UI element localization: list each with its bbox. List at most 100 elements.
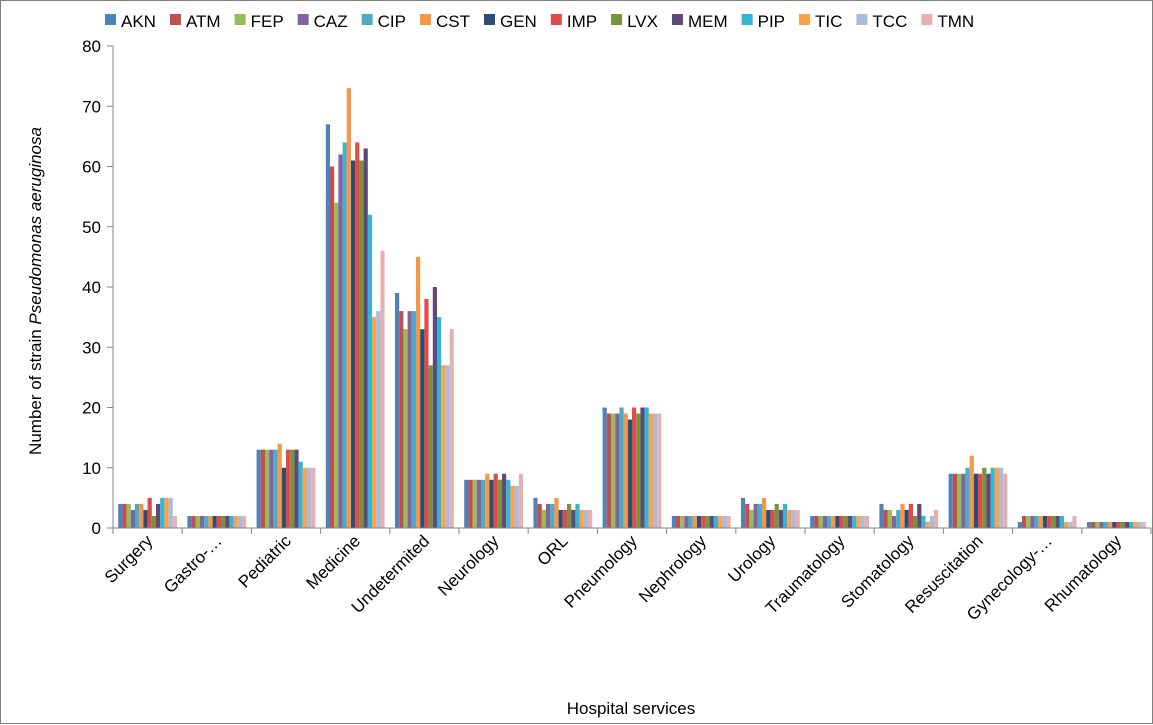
- y-tick-label: 40: [82, 278, 101, 297]
- bar-atm: [676, 515, 681, 528]
- bar-imp: [147, 497, 152, 529]
- bar-tmn: [795, 509, 800, 528]
- bar-pip: [298, 461, 303, 528]
- bar-tmn: [518, 473, 523, 528]
- bar-cip: [619, 407, 624, 528]
- bar-pip: [1129, 521, 1134, 528]
- bar-lvx: [843, 515, 848, 528]
- bar-gen: [351, 160, 356, 529]
- bar-tic: [856, 515, 861, 528]
- bar-pip: [506, 479, 511, 528]
- bar-gen: [1043, 515, 1048, 528]
- legend-label: LVX: [627, 12, 658, 31]
- bar-mem: [986, 473, 991, 528]
- bar-fep: [749, 509, 754, 528]
- bar-cst: [416, 256, 421, 529]
- bar-pip: [713, 515, 718, 528]
- bar-caz: [684, 515, 689, 528]
- legend-swatch: [484, 14, 495, 25]
- bar-atm: [468, 479, 473, 528]
- bar-atm: [745, 503, 750, 528]
- bar-pip: [852, 515, 857, 528]
- bar-mem: [1124, 521, 1129, 528]
- bar-cst: [208, 515, 213, 528]
- bar-tmn: [242, 515, 247, 528]
- x-category-label: Urology: [724, 531, 779, 586]
- bar-atm: [191, 515, 196, 528]
- bar-mem: [1055, 515, 1060, 528]
- bar-pip: [921, 515, 926, 528]
- bar-imp: [908, 503, 913, 528]
- bar-akn: [741, 497, 746, 529]
- legend-label: CAZ: [314, 12, 348, 31]
- bar-tic: [718, 515, 723, 528]
- x-category-label: Medicine: [302, 531, 364, 593]
- y-tick-label: 80: [82, 37, 101, 56]
- bar-caz: [200, 515, 205, 528]
- bar-akn: [948, 473, 953, 528]
- bar-tcc: [653, 413, 658, 528]
- bar-tic: [787, 509, 792, 528]
- legend-swatch: [741, 14, 753, 25]
- legend-swatch: [234, 14, 246, 25]
- bar-tic: [648, 413, 653, 528]
- bar-lvx: [705, 515, 710, 528]
- y-tick-label: 70: [82, 97, 101, 116]
- bar-fep: [957, 473, 962, 528]
- bar-fep: [472, 479, 477, 528]
- bar-gen: [281, 467, 286, 528]
- legend-swatch: [921, 14, 933, 25]
- bar-mem: [571, 509, 576, 528]
- y-axis-title-plain: Number of strain: [26, 325, 45, 455]
- bar-tic: [1064, 521, 1069, 528]
- bar-fep: [680, 515, 685, 528]
- bar-cst: [1108, 521, 1113, 528]
- legend-label: MEM: [688, 12, 728, 31]
- bar-cip: [1034, 515, 1039, 528]
- bar-gen: [1112, 521, 1117, 528]
- bar-cip: [757, 503, 762, 528]
- bar-tcc: [445, 365, 450, 528]
- y-tick-label: 0: [92, 519, 101, 538]
- bar-cip: [1103, 521, 1108, 528]
- x-category-label: Nephrology: [635, 531, 710, 606]
- bar-caz: [1099, 521, 1104, 528]
- legend-swatch: [297, 14, 309, 25]
- legend: AKN ATM FEP CAZ CIP CST GEN IMP LVX MEM PIP TIC TCC T…: [105, 12, 974, 31]
- bar-atm: [1091, 521, 1096, 528]
- x-category-label: Gastro-…: [160, 531, 226, 597]
- bar-tic: [579, 509, 584, 528]
- bar-cst: [831, 515, 836, 528]
- bar-gen: [489, 479, 494, 528]
- bar-akn: [1087, 521, 1092, 528]
- bar-akn: [1017, 521, 1022, 528]
- y-tick-label: 10: [82, 459, 101, 478]
- bar-mem: [156, 503, 161, 528]
- bar-caz: [546, 503, 551, 528]
- bar-lvx: [636, 413, 641, 528]
- bar-fep: [334, 202, 339, 528]
- bar-gen: [420, 329, 425, 528]
- bar-gen: [904, 509, 909, 528]
- bar-caz: [961, 473, 966, 528]
- bar-pip: [990, 467, 995, 528]
- bar-pip: [783, 503, 788, 528]
- bar-fep: [887, 509, 892, 528]
- bar-lvx: [1051, 515, 1056, 528]
- bar-atm: [399, 311, 404, 528]
- bar-akn: [533, 497, 538, 529]
- bar-lvx: [151, 515, 156, 528]
- bar-imp: [562, 509, 567, 528]
- bar-tic: [1133, 521, 1138, 528]
- legend-swatch: [420, 14, 431, 25]
- bar-pip: [575, 503, 580, 528]
- bar-fep: [195, 515, 200, 528]
- legend-swatch: [611, 14, 623, 25]
- legend-label: CIP: [378, 12, 406, 31]
- bar-mem: [640, 407, 645, 528]
- bar-tmn: [311, 467, 316, 528]
- bar-gen: [212, 515, 217, 528]
- y-tick-label: 20: [82, 399, 101, 418]
- bar-pip: [367, 214, 372, 528]
